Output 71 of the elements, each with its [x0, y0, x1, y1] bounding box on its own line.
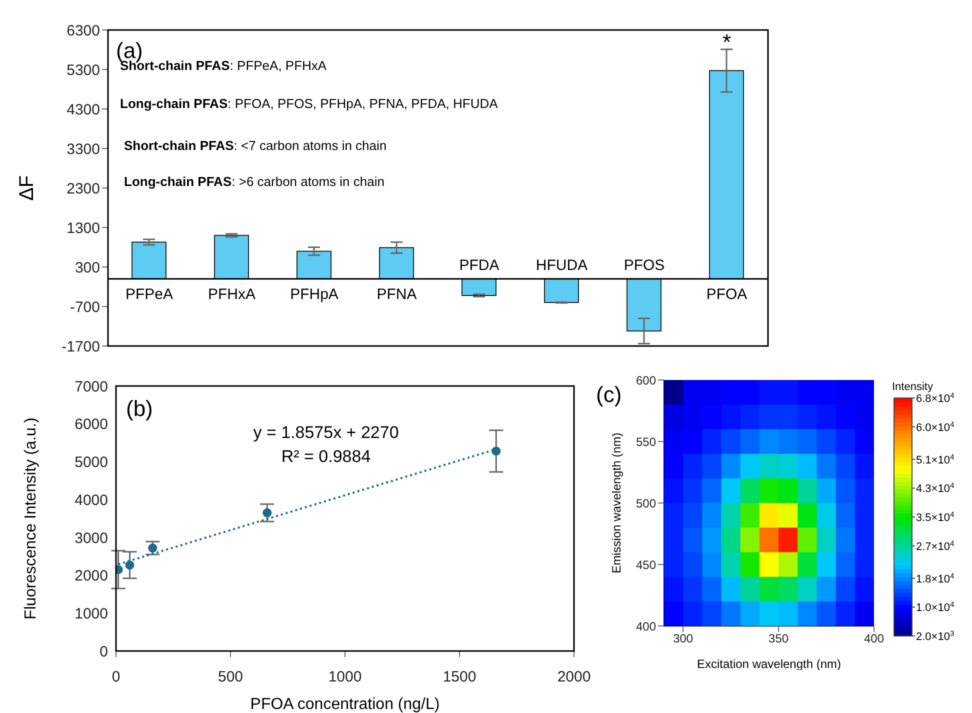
- bar: [709, 70, 744, 280]
- y-tick-label: 1300: [66, 220, 100, 237]
- bar: [214, 234, 249, 280]
- x-tick-label: PFNA: [376, 286, 417, 303]
- y-tick-label: 5300: [66, 62, 100, 79]
- y-tick-label: -1700: [62, 338, 100, 356]
- annotation: *: [722, 29, 732, 54]
- x-tick-label: 1000: [328, 668, 362, 686]
- y-tick-label: 4000: [74, 492, 108, 509]
- text: (c): [596, 382, 622, 408]
- y-tick-label: 2300: [66, 180, 100, 198]
- y-tick-label: 4300: [66, 101, 100, 118]
- y-axis-title: Fluorescence Intensity (a.u.): [22, 418, 40, 620]
- y-tick-label: 6000: [74, 416, 108, 434]
- y-tick-label: 7000: [74, 378, 108, 396]
- annotation: y = 1.8575x + 2270: [253, 423, 399, 442]
- bar: [462, 278, 496, 296]
- annotation: (b): [126, 396, 153, 421]
- annotation: Long-chain PFAS: >6 carbon atoms in chain: [124, 174, 384, 189]
- bar: [626, 278, 662, 332]
- x-tick-label: 2000: [557, 668, 591, 686]
- color-bar-label: 5.1×10$^{4}$: [916, 452, 955, 466]
- x-tick-label: PFOS: [624, 256, 665, 274]
- y-tick-label: 550: [636, 434, 656, 449]
- x-tick-label: PFPeA: [125, 286, 174, 303]
- x-tick-label: 400: [864, 632, 884, 646]
- bar: [379, 247, 414, 280]
- x-tick-label: PFOA: [706, 286, 748, 303]
- point: [148, 544, 158, 553]
- color-bar-label: 3.5×10$^{4}$: [916, 510, 955, 524]
- y-axis-title: ΔF: [16, 175, 38, 201]
- y-tick-label: 1000: [74, 605, 108, 622]
- x-tick-label: HFUDA: [536, 256, 588, 274]
- y-tick-label: 600: [636, 373, 656, 388]
- y-axis-title: Emission wavelength (nm): [609, 432, 624, 574]
- y-tick-label: 5000: [74, 454, 108, 472]
- y-tick-label: 3000: [74, 530, 108, 547]
- annotation: Long-chain PFAS: PFOA, PFOS, PFHpA, PFNA, PFDA, HFUDA: [120, 96, 498, 111]
- y-tick-label: 450: [636, 558, 656, 572]
- y-tick-label: 500: [636, 496, 656, 510]
- color-bar-label: 4.3×10$^{4}$: [916, 480, 955, 496]
- point: [492, 446, 501, 456]
- point: [125, 560, 134, 570]
- x-tick-label: 1500: [442, 668, 476, 686]
- color-bar-title: Intensity: [892, 381, 934, 393]
- x-axis-title: PFOA concentration (ng/L): [250, 696, 440, 713]
- color-bar-label: 1.8×10$^{4}$: [916, 570, 955, 586]
- y-tick-label: 400: [636, 619, 656, 634]
- annotation: (a): [116, 38, 143, 63]
- y-tick-label: 6300: [66, 22, 100, 40]
- x-tick-label: 300: [673, 632, 694, 646]
- bar: [544, 278, 579, 304]
- x-tick-label: 500: [218, 668, 244, 686]
- annotation: R² = 0.9884: [281, 447, 371, 466]
- annotation: Short-chain PFAS: <7 carbon atoms in chain: [124, 138, 387, 153]
- bar: [296, 250, 332, 280]
- color-bar-label: 2.0×10$^{3}$: [916, 628, 954, 643]
- bar: [132, 242, 166, 280]
- y-tick-label: 3300: [66, 140, 100, 158]
- y-tick-label: 0: [100, 643, 108, 660]
- x-tick-label: PFHxA: [208, 286, 256, 303]
- point: [262, 508, 272, 518]
- x-tick-label: 350: [768, 632, 789, 646]
- color-bar-label: 1.0×10$^{4}$: [916, 600, 955, 614]
- x-tick-label: PFHpA: [290, 286, 338, 303]
- x-tick-label: 0: [112, 668, 120, 686]
- y-tick-label: -700: [70, 298, 100, 316]
- color-bar-label: 2.7×10$^{4}$: [916, 538, 955, 553]
- color-bar-label: 6.0×10$^{4}$: [916, 419, 955, 434]
- y-tick-label: 2000: [74, 568, 108, 585]
- x-tick-label: PFDA: [459, 256, 500, 274]
